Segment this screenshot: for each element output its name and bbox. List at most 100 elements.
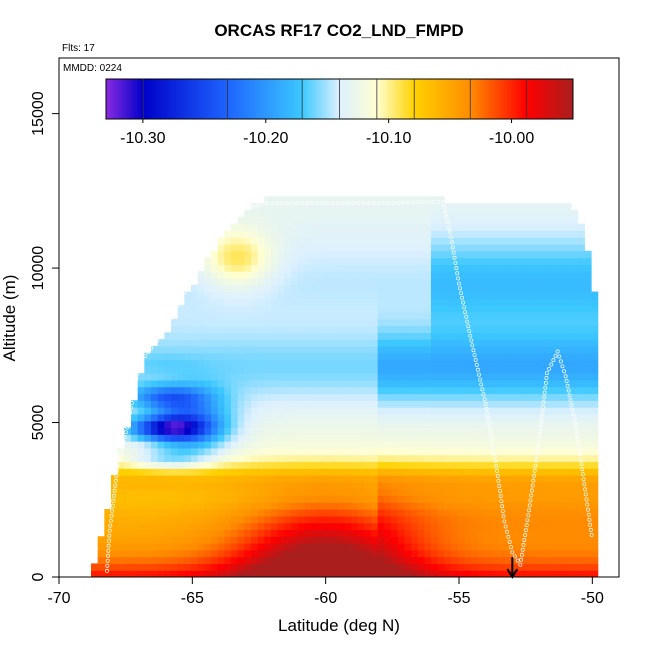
heatmap-cell [477, 339, 485, 347]
track-point [115, 463, 120, 468]
heatmap-cell [524, 536, 532, 544]
heatmap-cell [284, 407, 292, 415]
heatmap-cell [324, 237, 332, 245]
heatmap-cell [197, 271, 205, 279]
heatmap-cell [257, 441, 265, 449]
heatmap-cell [197, 495, 205, 503]
heatmap-cell [257, 515, 265, 524]
heatmap-cell [211, 454, 219, 463]
heatmap-cell [517, 488, 525, 497]
heatmap-cell [471, 427, 479, 435]
heatmap-cell [337, 332, 345, 340]
heatmap-cell [464, 515, 472, 524]
track-point [137, 361, 141, 366]
heatmap-cell [457, 488, 465, 497]
heatmap-cell [564, 243, 572, 252]
heatmap-cell [271, 284, 279, 293]
track-point [125, 425, 130, 430]
heatmap-cell [204, 291, 212, 299]
heatmap-cell [357, 373, 365, 381]
heatmap-cell [404, 420, 412, 429]
heatmap-cell [411, 332, 419, 340]
heatmap-cell [117, 543, 125, 551]
heatmap-cell [351, 522, 359, 531]
heatmap-cell [491, 345, 499, 354]
track-point [532, 473, 536, 478]
heatmap-cell [457, 509, 465, 517]
heatmap-cell [351, 502, 359, 510]
heatmap-cell [517, 203, 525, 211]
heatmap-cell [504, 563, 512, 571]
heatmap-cell [551, 332, 559, 340]
heatmap-cell [437, 230, 445, 238]
heatmap-cell [317, 495, 325, 503]
heatmap-cell [144, 393, 152, 401]
track-point [528, 498, 533, 503]
heatmap-cell [224, 393, 232, 401]
heatmap-cell [337, 536, 345, 544]
heatmap-cell [397, 434, 405, 442]
heatmap-cell [351, 427, 359, 435]
heatmap-cell [477, 250, 485, 259]
heatmap-cell [184, 522, 192, 531]
heatmap-cell [424, 502, 432, 510]
heatmap-cell [277, 284, 285, 293]
heatmap-cell [537, 216, 545, 225]
heatmap-cell [264, 223, 272, 231]
heatmap-cell [524, 468, 532, 476]
heatmap-cell [297, 209, 305, 218]
heatmap-cell [324, 543, 332, 551]
heatmap-cell [144, 454, 152, 463]
heatmap-cell [297, 400, 305, 408]
heatmap-cell [164, 529, 172, 537]
track-point [132, 386, 137, 391]
heatmap-cell [391, 284, 399, 293]
heatmap-cell [464, 536, 472, 544]
heatmap-cell [584, 427, 592, 435]
heatmap-cell [357, 543, 365, 551]
heatmap-cell [211, 502, 219, 510]
heatmap-cell [444, 509, 452, 517]
heatmap-cell [131, 488, 139, 497]
heatmap-cell [537, 203, 545, 211]
heatmap-cell [271, 305, 279, 313]
heatmap-cell [171, 570, 179, 577]
track-point [391, 200, 396, 205]
heatmap-cell [284, 549, 292, 558]
heatmap-cell [284, 556, 292, 565]
heatmap-cell [331, 475, 339, 483]
heatmap-cell [164, 393, 172, 401]
heatmap-cell [444, 563, 452, 571]
heatmap-cell [291, 352, 299, 361]
heatmap-cell [464, 549, 472, 558]
track-point [173, 307, 177, 312]
heatmap-cell [137, 400, 145, 408]
heatmap-cell [144, 441, 152, 449]
heatmap-cell [311, 230, 319, 238]
heatmap-cell [444, 311, 452, 320]
heatmap-cell [277, 495, 285, 503]
heatmap-cell [564, 563, 572, 571]
heatmap-cell [537, 305, 545, 313]
heatmap-cell [304, 529, 312, 537]
heatmap-cell [264, 277, 272, 286]
heatmap-cell [557, 570, 565, 577]
heatmap-cell [571, 536, 579, 544]
heatmap-cell [391, 291, 399, 299]
heatmap-cell [204, 264, 212, 272]
heatmap-cell [177, 325, 185, 333]
heatmap-cell [137, 563, 145, 571]
heatmap-cell [184, 352, 192, 361]
heatmap-cell [351, 407, 359, 415]
heatmap-cell [224, 481, 232, 490]
heatmap-cell [237, 495, 245, 503]
heatmap-cell [397, 339, 405, 347]
heatmap-cell [517, 407, 525, 415]
heatmap-cell [411, 570, 419, 577]
heatmap-cell [531, 250, 539, 259]
heatmap-cell [197, 549, 205, 558]
heatmap-cell [151, 515, 159, 524]
heatmap-cell [304, 216, 312, 225]
heatmap-cell [584, 277, 592, 286]
heatmap-cell [197, 570, 205, 577]
